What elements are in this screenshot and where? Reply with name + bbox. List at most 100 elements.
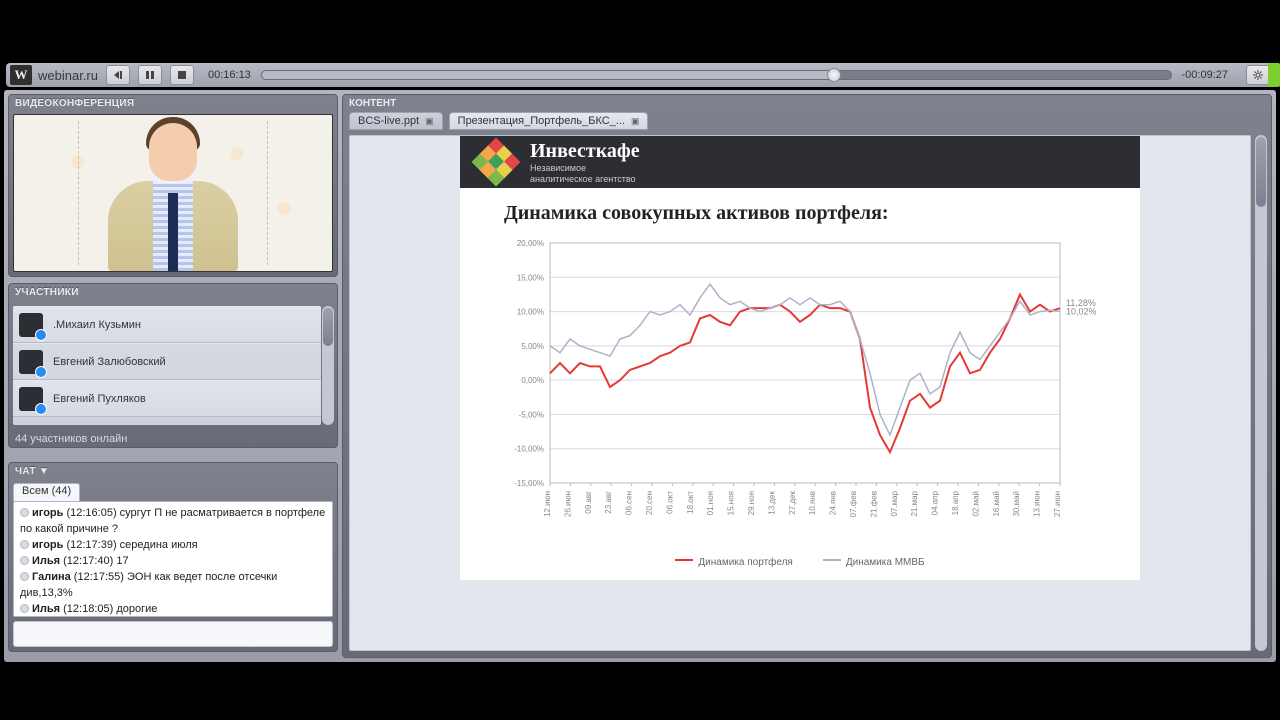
pause-button[interactable] bbox=[138, 65, 162, 85]
logo-icon: W bbox=[10, 65, 32, 85]
content-title: КОНТЕНТ bbox=[343, 95, 1271, 112]
svg-text:13.дек: 13.дек bbox=[767, 491, 776, 515]
svg-text:-5,00%: -5,00% bbox=[519, 410, 544, 419]
svg-text:15.ноя: 15.ноя bbox=[727, 491, 736, 515]
file-tabs: BCS-live.ppt▣Презентация_Портфель_БКС_..… bbox=[343, 112, 1271, 130]
svg-text:16.май: 16.май bbox=[992, 491, 1001, 517]
elapsed-time: 00:16:13 bbox=[208, 69, 251, 81]
svg-text:20,00%: 20,00% bbox=[517, 239, 544, 248]
svg-text:-10,00%: -10,00% bbox=[514, 445, 544, 454]
chat-panel: ЧАТ ▼ Всем (44) игорь (12:16:05) сургут … bbox=[8, 462, 338, 652]
topbar: W webinar.ru 00:16:13 -00:09:27 bbox=[6, 63, 1274, 87]
svg-text:06.окт: 06.окт bbox=[665, 491, 674, 514]
svg-text:0,00%: 0,00% bbox=[521, 376, 544, 385]
svg-text:27.дек: 27.дек bbox=[788, 491, 797, 515]
svg-text:29.ноя: 29.ноя bbox=[747, 491, 756, 515]
legend-item: span[style*="#e53935"]::before{backgroun… bbox=[675, 557, 792, 568]
participant-name: Евгений Пухляков bbox=[53, 393, 146, 405]
file-tab[interactable]: Презентация_Портфель_БКС_... ▣ bbox=[449, 112, 649, 130]
content-panel: КОНТЕНТ BCS-live.ppt▣Презентация_Портфел… bbox=[342, 94, 1272, 658]
svg-text:18.апр: 18.апр bbox=[951, 490, 960, 515]
scroll-thumb[interactable] bbox=[323, 308, 333, 346]
chat-input[interactable] bbox=[13, 621, 333, 647]
svg-text:24.янв: 24.янв bbox=[829, 491, 838, 515]
scroll-thumb[interactable] bbox=[1256, 137, 1266, 207]
back-button[interactable] bbox=[106, 65, 130, 85]
workspace: ВИДЕОКОНФЕРЕНЦИЯ УЧАСТНИКИ .Михаил Кузьм… bbox=[4, 90, 1276, 662]
svg-text:-15,00%: -15,00% bbox=[514, 479, 544, 488]
brand-sub2: аналитическое агентство bbox=[530, 174, 640, 185]
svg-text:12.июн: 12.июн bbox=[543, 491, 552, 517]
chat-message: Илья (12:17:40) 17 bbox=[20, 554, 326, 570]
video-panel-title: ВИДЕОКОНФЕРЕНЦИЯ bbox=[9, 95, 337, 112]
slide-area: Инвесткафе Независимое аналитическое аге… bbox=[349, 135, 1251, 651]
status-indicator-icon bbox=[1268, 63, 1280, 87]
left-column: ВИДЕОКОНФЕРЕНЦИЯ УЧАСТНИКИ .Михаил Кузьм… bbox=[8, 94, 338, 658]
svg-text:27.июн: 27.июн bbox=[1053, 491, 1062, 517]
svg-text:18.окт: 18.окт bbox=[686, 491, 695, 514]
video-canvas bbox=[13, 114, 333, 272]
avatar-icon bbox=[19, 387, 43, 411]
chart-legend: span[style*="#e53935"]::before{backgroun… bbox=[460, 557, 1140, 568]
document-icon: ▣ bbox=[425, 116, 434, 127]
participant-row[interactable]: Евгений Пухляков bbox=[13, 380, 321, 417]
svg-text:21.мар: 21.мар bbox=[910, 490, 919, 516]
chat-tab-all[interactable]: Всем (44) bbox=[13, 483, 80, 501]
slide-title-text: Динамика совокупных активов портфеля: bbox=[504, 202, 1140, 225]
svg-text:04.апр: 04.апр bbox=[931, 490, 940, 515]
participant-row[interactable]: .Михаил Кузьмин bbox=[13, 306, 321, 343]
participants-list: .Михаил Кузьмин Евгений Залюбовский Евгени… bbox=[13, 306, 321, 425]
remaining-time: -00:09:27 bbox=[1182, 69, 1228, 81]
svg-text:15,00%: 15,00% bbox=[517, 273, 544, 282]
investcafe-brand: Инвесткафе Независимое аналитическое аге… bbox=[530, 140, 640, 185]
svg-text:21.фев: 21.фев bbox=[869, 491, 878, 517]
brand-name: webinar.ru bbox=[38, 68, 98, 83]
svg-text:5,00%: 5,00% bbox=[521, 342, 544, 351]
brand-title: Инвесткафе bbox=[530, 140, 640, 163]
slide-banner: Инвесткафе Независимое аналитическое аге… bbox=[460, 136, 1140, 188]
svg-text:09.авг: 09.авг bbox=[584, 491, 593, 514]
svg-text:07.мар: 07.мар bbox=[890, 490, 899, 516]
participant-name: .Михаил Кузьмин bbox=[53, 319, 141, 331]
avatar-icon bbox=[19, 350, 43, 374]
brand-sub1: Независимое bbox=[530, 163, 640, 174]
svg-text:20.сен: 20.сен bbox=[645, 491, 654, 515]
chat-log: игорь (12:16:05) сургут П не расматривае… bbox=[13, 501, 333, 617]
participants-count: 44 участников онлайн bbox=[15, 433, 127, 445]
file-tab-label: BCS-live.ppt bbox=[358, 115, 419, 127]
chat-title: ЧАТ ▼ bbox=[9, 463, 337, 480]
document-icon: ▣ bbox=[631, 116, 640, 127]
file-tab[interactable]: BCS-live.ppt ▣ bbox=[349, 112, 443, 130]
file-tab-label: Презентация_Портфель_БКС_... bbox=[458, 115, 625, 127]
participants-panel: УЧАСТНИКИ .Михаил Кузьмин Евгений Залюбов… bbox=[8, 283, 338, 448]
participant-name: Евгений Залюбовский bbox=[53, 356, 166, 368]
chat-message: игорь (12:17:39) середина июля bbox=[20, 538, 326, 554]
slide: Инвесткафе Независимое аналитическое аге… bbox=[460, 136, 1140, 580]
stop-button[interactable] bbox=[170, 65, 194, 85]
svg-text:23.авг: 23.авг bbox=[604, 491, 613, 514]
svg-text:30.май: 30.май bbox=[1012, 491, 1021, 517]
video-panel: ВИДЕОКОНФЕРЕНЦИЯ bbox=[8, 94, 338, 277]
participants-title: УЧАСТНИКИ bbox=[9, 284, 337, 301]
chat-message: игорь (12:16:05) сургут П не расматривае… bbox=[20, 506, 326, 538]
avatar-icon bbox=[19, 313, 43, 337]
progress-bar[interactable] bbox=[261, 70, 1172, 80]
line-chart: -15,00% -10,00% -5,00% 0,00% 5,00% 10,00% 15,0… bbox=[490, 233, 1110, 553]
participant-row[interactable]: Евгений Залюбовский bbox=[13, 343, 321, 380]
chat-message: Илья (12:18:05) дорогие bbox=[20, 602, 326, 617]
svg-text:01.ноя: 01.ноя bbox=[706, 491, 715, 515]
svg-text:10.янв: 10.янв bbox=[808, 491, 817, 515]
settings-button[interactable] bbox=[1246, 65, 1270, 85]
svg-text:10,02%: 10,02% bbox=[1066, 306, 1097, 316]
investcafe-logo-icon bbox=[474, 140, 518, 184]
svg-text:06.сен: 06.сен bbox=[625, 491, 634, 515]
svg-text:26.июн: 26.июн bbox=[563, 491, 572, 517]
participants-scrollbar[interactable] bbox=[322, 306, 334, 425]
svg-text:02.май: 02.май bbox=[971, 491, 980, 517]
legend-item: span[style*="#aab4c8"]::before{backgroun… bbox=[823, 557, 925, 568]
svg-text:13.июн: 13.июн bbox=[1033, 491, 1042, 517]
content-scrollbar[interactable] bbox=[1255, 135, 1267, 651]
svg-text:07.фев: 07.фев bbox=[849, 491, 858, 517]
chat-message: Галина (12:17:55) ЭОН как ведет после от… bbox=[20, 570, 326, 602]
svg-text:10,00%: 10,00% bbox=[517, 308, 544, 317]
